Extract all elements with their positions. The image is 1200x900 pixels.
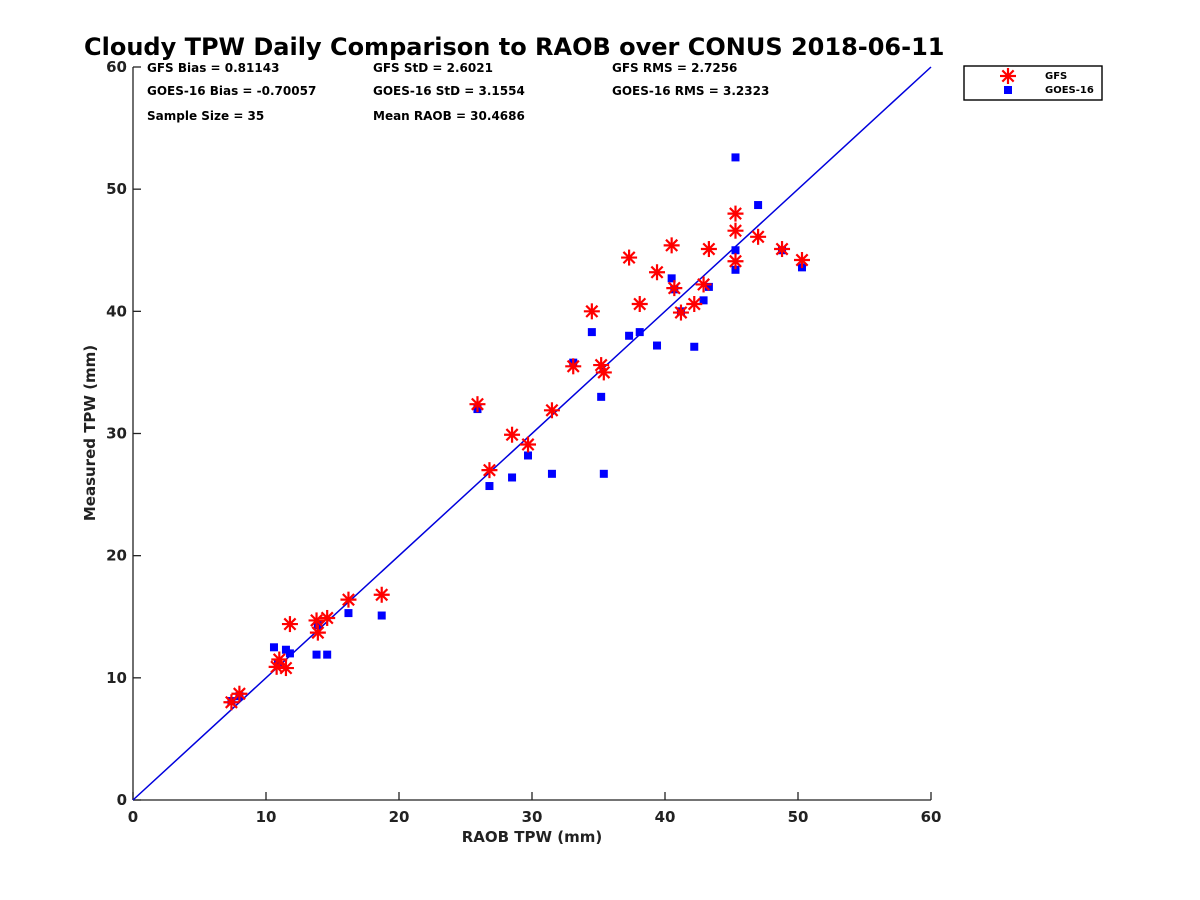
x-tick-label: 30 [522,808,543,826]
goes16-point [625,331,634,340]
goes16-point [485,482,494,491]
y-tick-label: 40 [106,302,127,320]
stat-text: Sample Size = 35 [147,109,264,123]
gfs-point [308,612,325,629]
gfs-point [520,436,537,453]
gfs-point [663,237,680,254]
gfs-series [223,205,810,711]
goes16-point [597,392,606,401]
gfs-point [649,264,666,281]
stat-text: GFS StD = 2.6021 [373,61,493,75]
gfs-point [340,591,357,608]
goes16-point [635,328,644,337]
y-tick-label: 60 [106,58,127,76]
reference-line-group [132,66,932,801]
stat-text: GFS RMS = 2.7256 [612,61,737,75]
gfs-point [583,303,600,320]
goes16-point [667,274,676,283]
goes16-point [269,643,278,652]
chart-title: Cloudy TPW Daily Comparison to RAOB over… [84,33,944,61]
x-tick-label: 60 [921,808,942,826]
goes16-point [285,649,294,658]
goes16-point [524,451,533,460]
gfs-point [309,624,326,641]
y-tick-label: 20 [106,547,127,565]
goes16-point [377,611,386,620]
y-axis-ticks: 0 10 20 30 40 50 60 [106,58,141,809]
gfs-point [750,228,767,245]
goes16-point [547,469,556,478]
goes16-point [508,473,517,482]
goes16-point [731,246,740,255]
goes16-point [653,341,662,350]
gfs-point [271,651,288,668]
goes16-point [690,342,699,351]
gfs-point [686,296,703,313]
legend-goes16-marker [1004,86,1012,94]
goes16-point [312,650,321,659]
x-tick-label: 10 [256,808,277,826]
gfs-point [593,357,610,374]
gfs-point [695,276,712,293]
stat-text: GOES-16 RMS = 3.2323 [612,84,769,98]
gfs-point [672,304,689,321]
goes16-point [599,469,608,478]
y-tick-label: 0 [117,791,127,809]
reference-line [132,66,932,801]
x-tick-label: 0 [128,808,138,826]
gfs-point [469,396,486,413]
gfs-point [631,296,648,313]
y-axis-label: Measured TPW (mm) [81,345,99,521]
legend-gfs-marker [1000,68,1016,84]
y-tick-label: 50 [106,180,127,198]
stat-text: GOES-16 Bias = -0.70057 [147,84,316,98]
stat-text: GOES-16 StD = 3.1554 [373,84,525,98]
statistics-text: GFS Bias = 0.81143 GFS StD = 2.6021 GFS RM… [147,61,769,123]
y-tick-label: 10 [106,669,127,687]
goes16-point [323,650,332,659]
goes16-point [704,282,713,291]
gfs-point [481,462,498,479]
x-tick-label: 20 [389,808,410,826]
gfs-point [373,586,390,603]
gfs-point [281,616,298,633]
goes16-point [754,201,763,210]
x-tick-label: 40 [655,808,676,826]
gfs-point [727,205,744,222]
gfs-point [727,222,744,239]
x-tick-label: 50 [788,808,809,826]
gfs-point [700,241,717,258]
gfs-point [621,249,638,266]
legend: GFS GOES-16 [963,65,1103,101]
gfs-point [231,685,248,702]
gfs-point [504,426,521,443]
goes16-point [587,328,596,337]
legend-goes16-label: GOES-16 [1045,85,1094,96]
gfs-point [319,609,336,626]
goes16-point [344,609,353,618]
gfs-point [277,660,294,677]
gfs-point [595,364,612,381]
gfs-point [666,280,683,297]
x-axis-label: RAOB TPW (mm) [462,828,603,846]
legend-box [963,65,1103,101]
stat-text: Mean RAOB = 30.4686 [373,109,525,123]
gfs-point [793,252,810,269]
x-axis-ticks: 0 10 20 30 40 50 60 [128,792,942,826]
y-tick-label: 30 [106,425,127,443]
gfs-point [727,253,744,270]
goes16-point [731,265,740,274]
goes16-point [699,296,708,305]
goes16-point [731,153,740,162]
legend-gfs-label: GFS [1045,71,1067,82]
gfs-point [565,358,582,375]
gfs-point [543,402,560,419]
gfs-point [774,241,791,258]
stat-text: GFS Bias = 0.81143 [147,61,279,75]
